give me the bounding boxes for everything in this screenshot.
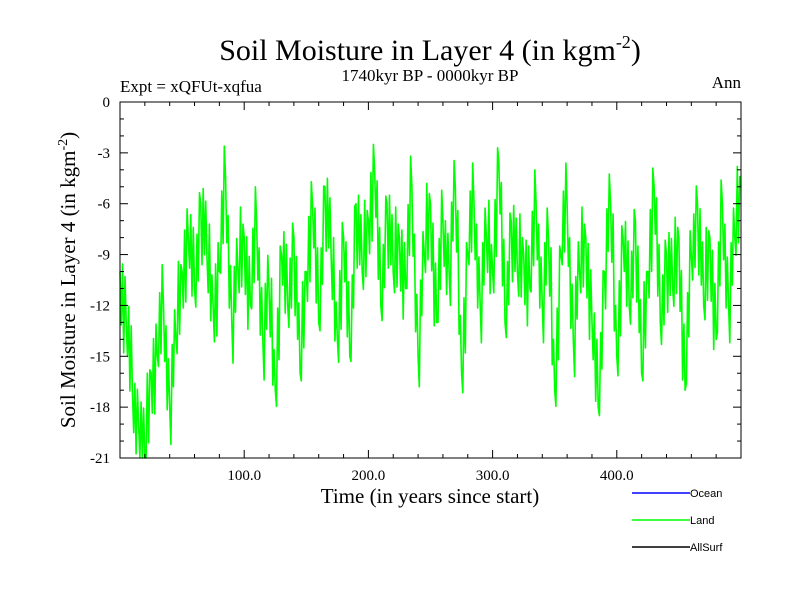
chart-subtitle: 1740kyr BP - 0000kyr BP — [342, 66, 519, 85]
x-axis-label: Time (in years since start) — [321, 484, 540, 508]
season-label: Ann — [712, 73, 742, 92]
ylabel-end: ) — [56, 132, 80, 139]
y-tick-label: -12 — [90, 298, 110, 314]
series-line-land — [119, 143, 742, 459]
x-tick-label: 200.0 — [352, 468, 386, 484]
y-tick-label: -18 — [90, 400, 110, 416]
title-superscript: -2 — [616, 32, 631, 52]
chart-title: Soil Moisture in Layer 4 (in kgm-2) — [219, 32, 641, 67]
y-tick-label: -15 — [90, 349, 110, 365]
y-tick-label: 0 — [103, 95, 111, 111]
ylabel-text: Soil Moisture in Layer 4 (in kgm — [56, 151, 80, 429]
legend-label-ocean: Ocean — [690, 488, 722, 500]
x-tick-label: 100.0 — [227, 468, 261, 484]
ylabel-superscript: -2 — [56, 139, 71, 151]
series-layer — [119, 143, 742, 459]
legend-label-allsurf: AllSurf — [690, 542, 723, 554]
title-end: ) — [631, 34, 641, 67]
y-axis-label: Soil Moisture in Layer 4 (in kgm-2) — [56, 132, 80, 428]
y-tick-label: -3 — [98, 146, 111, 162]
title-text: Soil Moisture in Layer 4 (in kgm — [219, 34, 616, 67]
experiment-label: Expt = xQFUt-xqfua — [120, 77, 262, 96]
ticks-layer: 100.0 200.0 300.0 400.0 0 -3 -6 -9 -12 -15 -18 -21 — [90, 95, 741, 484]
x-tick-label: 400.0 — [600, 468, 634, 484]
plot-frame — [119, 101, 742, 459]
y-tick-label: -6 — [98, 197, 111, 213]
x-tick-label: 300.0 — [476, 468, 510, 484]
y-tick-label: -9 — [98, 248, 111, 264]
legend: Ocean Land AllSurf — [632, 488, 723, 554]
y-tick-label: -21 — [90, 451, 110, 467]
legend-label-land: Land — [690, 515, 714, 527]
